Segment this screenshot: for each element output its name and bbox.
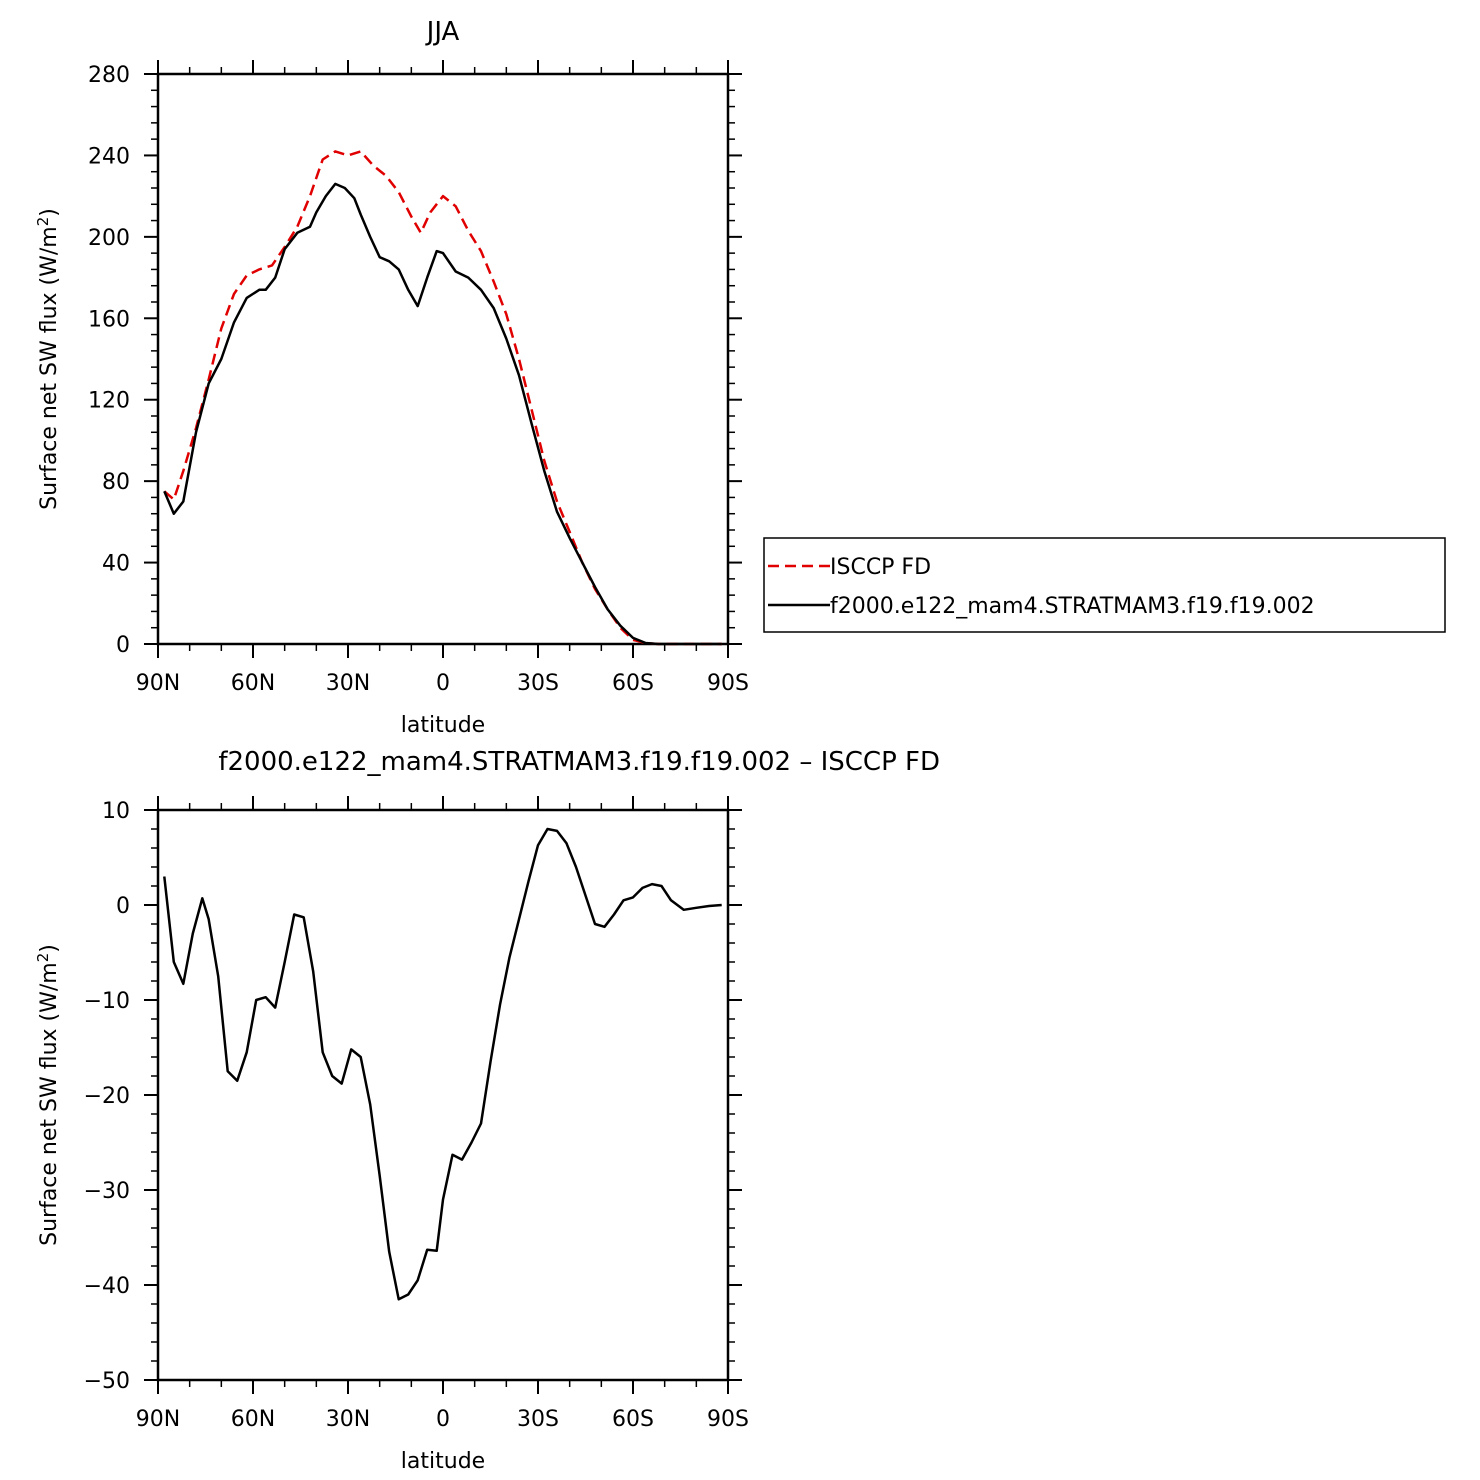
bottom-x-tick-label: 30N [326,1407,370,1432]
bottom-y-tick-label: −30 [84,1179,130,1204]
bottom-x-tick-label: 90S [707,1407,749,1432]
top-x-tick-label: 60N [231,671,275,696]
bottom-y-tick-label: −10 [84,989,130,1014]
top-x-tick-label: 60S [612,671,654,696]
top-y-tick-label: 120 [88,389,130,414]
bottom-y-tick-label: −20 [84,1084,130,1109]
top-x-tick-label: 90S [707,671,749,696]
top-y-tick-label: 200 [88,226,130,251]
bottom-y-tick-label: 0 [116,894,130,919]
bottom-axis-ticks: 90N 60N 30N 0 30S 60S 90S −50 −40 −30 −20 −10 0 10 [84,796,749,1432]
top-series-line-1 [163,182,722,646]
bottom-series-line-0 [163,827,722,1301]
top-y-tick-label: 160 [88,307,130,332]
top-axis-ticks: 90N 60N 30N 0 30S 60S 90S 0 40 80 120 160 200 240 280 [88,60,749,696]
bottom-y-tick-label: −40 [84,1274,130,1299]
top-x-tick-label: 30N [326,671,370,696]
top-x-tick-label: 0 [436,671,450,696]
top-y-axis-label: Surface net SW flux (W/m2) [34,208,62,510]
bottom-x-tick-label: 90N [136,1407,180,1432]
bottom-y-axis-label: Surface net SW flux (W/m2) [34,944,62,1246]
bottom-y-tick-label: −50 [84,1369,130,1394]
top-series-line-0 [163,150,722,646]
bottom-x-tick-label: 60N [231,1407,275,1432]
bottom-x-axis-label: latitude [401,1449,485,1474]
top-x-tick-label: 90N [136,671,180,696]
legend: ISCCP FD f2000.e122_mam4.STRATMAM3.f19.f… [763,537,1446,633]
top-x-tick-label: 30S [517,671,559,696]
legend-box [763,537,1446,633]
top-y-tick-label: 280 [88,63,130,88]
bottom-x-tick-label: 30S [517,1407,559,1432]
bottom-x-tick-label: 0 [436,1407,450,1432]
top-y-tick-label: 40 [102,552,130,577]
bottom-y-tick-label: 10 [102,799,130,824]
top-x-axis-label: latitude [401,713,485,738]
top-y-tick-label: 80 [102,470,130,495]
bottom-plot-frame [156,808,730,1382]
legend-entry-isccp: ISCCP FD [830,555,931,580]
top-panel: JJA 90N 60N 30N 0 30S 60S 90S 0 40 80 120 160 200 240… [34,17,749,738]
top-plot-frame [156,72,730,646]
bottom-panel: f2000.e122_mam4.STRATMAM3.f19.f19.002 – … [34,747,940,1474]
top-y-tick-label: 240 [88,144,130,169]
bottom-chart-title: f2000.e122_mam4.STRATMAM3.f19.f19.002 – … [218,747,940,777]
top-y-tick-label: 0 [116,633,130,658]
bottom-x-tick-label: 60S [612,1407,654,1432]
top-chart-title: JJA [425,17,460,47]
legend-entry-model: f2000.e122_mam4.STRATMAM3.f19.f19.002 [830,594,1315,619]
bottom-series-lines [163,827,722,1301]
top-series-lines [163,150,722,646]
